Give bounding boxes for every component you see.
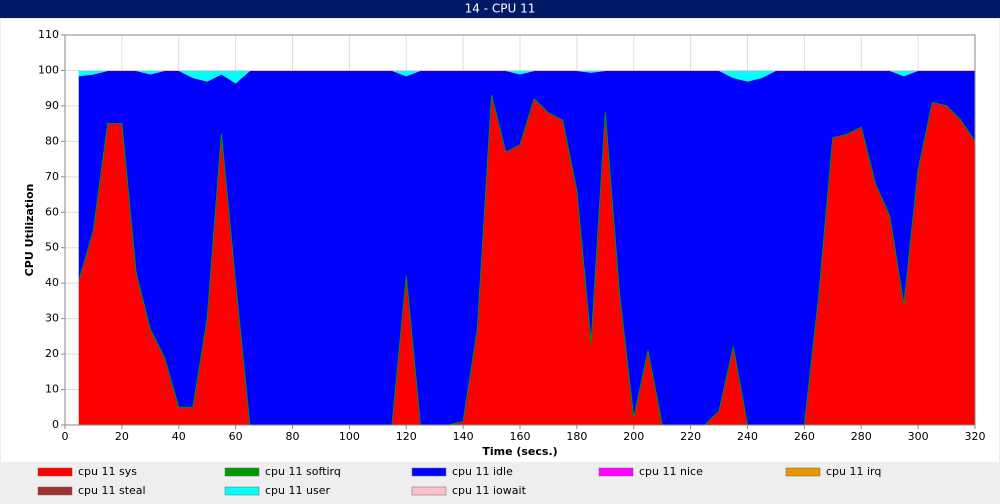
- legend-label: cpu 11 iowait: [452, 484, 527, 497]
- x-tick-label: 300: [908, 430, 929, 443]
- y-tick-label: 100: [38, 63, 59, 76]
- x-tick-label: 120: [396, 430, 417, 443]
- x-tick-label: 260: [794, 430, 815, 443]
- y-tick-label: 40: [45, 276, 59, 289]
- x-axis-label: Time (secs.): [482, 445, 557, 458]
- x-tick-label: 320: [965, 430, 986, 443]
- legend-swatch: [224, 467, 260, 477]
- legend-label: cpu 11 sys: [78, 465, 137, 478]
- legend-swatch: [411, 467, 447, 477]
- y-tick-label: 60: [45, 205, 59, 218]
- y-tick-label: 0: [52, 418, 59, 431]
- y-tick-label: 90: [45, 99, 59, 112]
- legend-swatch: [224, 486, 260, 496]
- x-tick-label: 160: [510, 430, 531, 443]
- x-tick-label: 100: [339, 430, 360, 443]
- y-tick-label: 30: [45, 312, 59, 325]
- title-bar: [0, 0, 1000, 18]
- y-tick-label: 10: [45, 383, 59, 396]
- legend-swatch: [598, 467, 634, 477]
- legend-label: cpu 11 user: [265, 484, 330, 497]
- x-tick-label: 60: [229, 430, 243, 443]
- x-tick-label: 180: [566, 430, 587, 443]
- y-tick-label: 80: [45, 134, 59, 147]
- legend-label: cpu 11 nice: [639, 465, 703, 478]
- x-tick-label: 220: [680, 430, 701, 443]
- x-tick-label: 0: [62, 430, 69, 443]
- y-tick-label: 20: [45, 347, 59, 360]
- y-tick-label: 70: [45, 170, 59, 183]
- x-tick-label: 20: [115, 430, 129, 443]
- chart-title: 14 - CPU 11: [465, 2, 536, 16]
- y-tick-label: 110: [38, 28, 59, 41]
- legend-swatch: [37, 467, 73, 477]
- legend-swatch: [785, 467, 821, 477]
- legend-label: cpu 11 irq: [826, 465, 881, 478]
- x-tick-label: 280: [851, 430, 872, 443]
- y-tick-label: 50: [45, 241, 59, 254]
- x-tick-label: 40: [172, 430, 186, 443]
- legend-swatch: [411, 486, 447, 496]
- x-tick-label: 200: [623, 430, 644, 443]
- legend-label: cpu 11 steal: [78, 484, 146, 497]
- x-tick-label: 140: [453, 430, 474, 443]
- y-axis-label: CPU Utilization: [23, 184, 36, 277]
- x-tick-label: 240: [737, 430, 758, 443]
- legend-swatch: [37, 486, 73, 496]
- x-tick-label: 80: [286, 430, 300, 443]
- legend-label: cpu 11 softirq: [265, 465, 341, 478]
- legend-label: cpu 11 idle: [452, 465, 513, 478]
